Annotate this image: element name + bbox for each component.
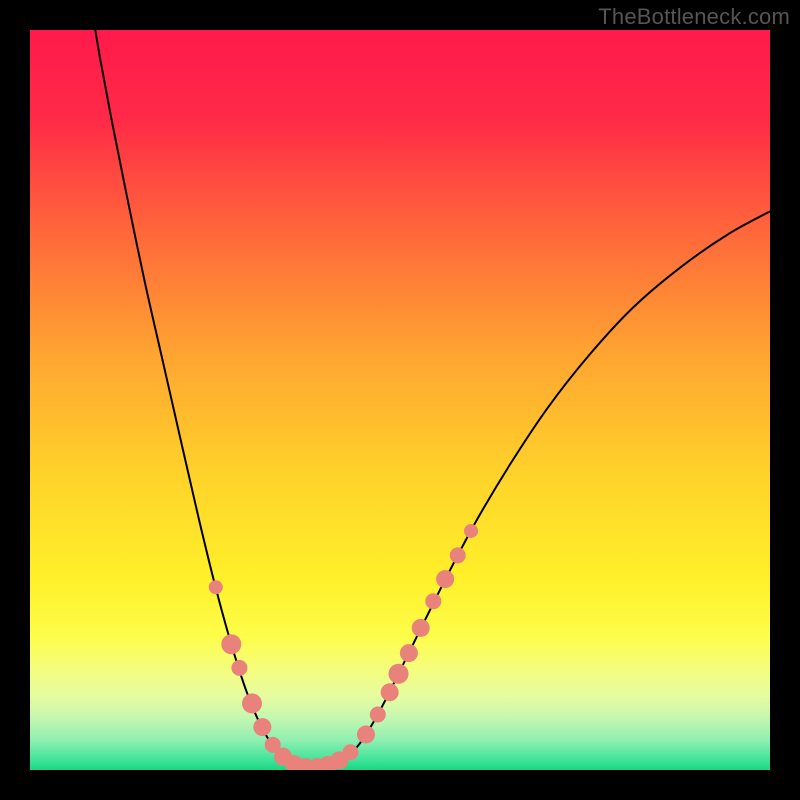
data-marker: [412, 619, 430, 637]
data-marker: [221, 634, 241, 654]
data-marker: [370, 707, 386, 723]
watermark-label: TheBottleneck.com: [598, 4, 790, 30]
data-marker: [357, 725, 375, 743]
bottleneck-chart: [0, 0, 800, 800]
chart-stage: TheBottleneck.com: [0, 0, 800, 800]
data-marker: [436, 570, 454, 588]
data-marker: [425, 593, 441, 609]
plot-gradient-background: [30, 30, 770, 770]
data-marker: [450, 547, 466, 563]
data-marker: [242, 693, 262, 713]
data-marker: [231, 660, 247, 676]
data-marker: [381, 683, 399, 701]
data-marker: [400, 644, 418, 662]
data-marker: [389, 664, 409, 684]
data-marker: [342, 744, 358, 760]
data-marker: [209, 580, 223, 594]
data-marker: [464, 524, 478, 538]
data-marker: [253, 718, 271, 736]
